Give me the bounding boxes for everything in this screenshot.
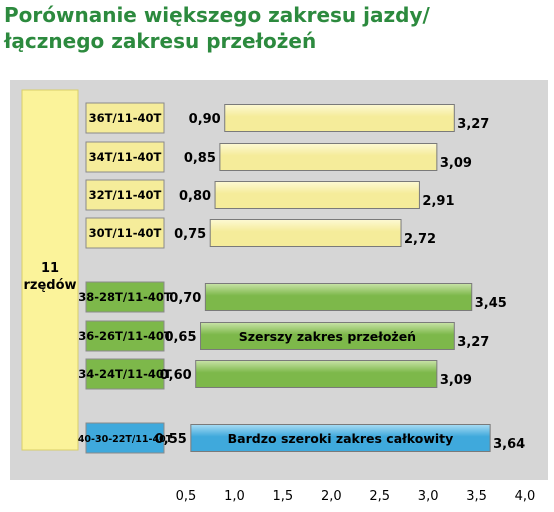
chart-title-line-2: łącznego zakresu przełożeń [4,29,317,53]
category-label-box [85,141,165,173]
bar-end-value: 2,91 [422,194,454,209]
range-bar [195,360,438,388]
bar-start-value: 0,85 [184,151,216,166]
bar-end-value: 3,27 [457,117,489,132]
group-label-line-2: rzędów [23,278,76,293]
group-box [21,89,79,451]
range-bar [224,104,455,132]
category-label-box [85,179,165,211]
range-bar [214,181,420,209]
category-label: 32T/11-40T [89,188,162,202]
x-tick-label: 0,5 [176,489,197,504]
bar-start-value: 0,80 [179,189,211,204]
category-label: 34T/11-40T [89,150,162,164]
bar-end-value: 3,09 [440,156,472,171]
category-label: 36T/11-40T [89,111,162,125]
x-tick-label: 3,0 [418,489,439,504]
range-bar [209,219,402,247]
chart-title-line-1: Porównanie większego zakresu jazdy/ [4,3,430,27]
category-label-box [85,217,165,249]
x-tick-label: 3,5 [466,489,487,504]
bar-start-value: 0,55 [155,432,187,447]
bar-start-value: 0,90 [189,112,221,127]
chart-title: Porównanie większego zakresu jazdy/ łącz… [4,2,430,54]
x-tick-label: 4,0 [515,489,536,504]
bar-end-value: 3,45 [475,296,507,311]
group-label-line-1: 11 [41,261,59,276]
range-bar [204,283,473,311]
category-label-box [85,358,165,390]
bar-end-value: 2,72 [404,232,436,247]
x-tick-label: 2,5 [369,489,390,504]
x-axis-ticks: 0,5 1,0 1,5 2,0 2,5 3,0 3,5 4,0 [176,489,536,504]
x-tick-label: 1,5 [273,489,294,504]
x-tick-label: 2,0 [321,489,342,504]
category-label: 34-24T/11-40T [78,367,172,381]
x-tick-label: 1,0 [224,489,245,504]
category-label-box [85,281,165,313]
category-label: 30T/11-40T [89,226,162,240]
bar-end-value: 3,27 [457,335,489,350]
category-label: 40-30-22T/11-40T [78,434,173,445]
category-label-box [85,102,165,134]
category-label-box [85,422,165,454]
range-bar [200,322,455,350]
bar-annotation: Szerszy zakres przełożeń [239,329,416,344]
bar-annotation: Bardzo szeroki zakres całkowity [228,431,454,446]
range-bar [190,424,491,452]
bars-layer: 36T/11-40T 0,90 3,27 34T/11-40T 0,85 3,09 32T/… [78,102,525,454]
bar-start-value: 0,70 [169,291,201,306]
bar-start-value: 0,75 [174,227,206,242]
range-bar [219,143,438,171]
bar-start-value: 0,60 [160,368,192,383]
bar-end-value: 3,09 [440,373,472,388]
category-label-box [85,320,165,352]
category-label: 36-26T/11-40T [78,329,172,343]
category-label: 38-28T/11-40T [78,290,172,304]
bar-end-value: 3,64 [493,437,525,452]
chart-panel [10,80,548,480]
bar-start-value: 0,65 [164,330,196,345]
